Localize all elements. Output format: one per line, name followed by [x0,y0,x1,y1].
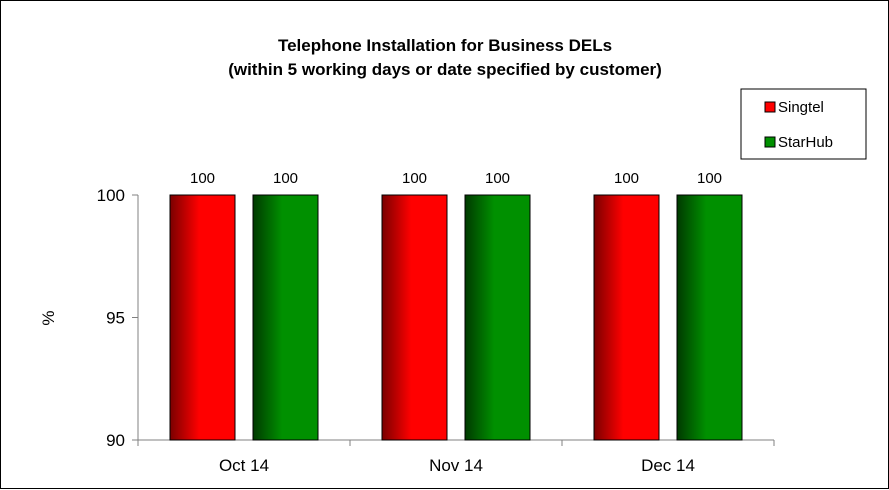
bar-singtel-oct-14 [169,194,236,441]
chart-title-line-1: Telephone Installation for Business DELs [278,36,612,55]
data-label: 100 [485,170,510,187]
data-label: 100 [697,170,722,187]
data-label: 100 [273,170,298,187]
legend-label-starhub: StarHub [778,134,833,151]
x-tick-label: Nov 14 [429,456,483,475]
legend-box [740,88,867,160]
y-tick-label: 95 [106,309,125,328]
y-axis-label: % [39,310,58,325]
x-tick-label: Oct 14 [219,456,269,475]
data-label: 100 [614,170,639,187]
legend-label-singtel: Singtel [778,99,824,116]
bar-starhub-nov-14 [464,194,531,441]
data-labels: 100 100 100 100 100 100 [190,170,722,187]
x-tick-label: Dec 14 [641,456,695,475]
bar-starhub-dec-14 [676,194,743,441]
chart-title-line-2: (within 5 working days or date specified… [228,60,662,79]
legend: Singtel StarHub [740,88,867,160]
legend-swatch-starhub [764,136,776,148]
bar-singtel-dec-14 [593,194,660,441]
y-tick-label: 100 [97,186,125,205]
bar-starhub-oct-14 [252,194,319,441]
y-tick-label: 90 [106,431,125,450]
bars [169,194,743,441]
y-axis: 90 95 100 [97,186,139,450]
x-axis: Oct 14 Nov 14 Dec 14 [137,439,775,475]
bar-singtel-nov-14 [381,194,448,441]
data-label: 100 [190,170,215,187]
legend-swatch-singtel [764,101,776,113]
data-label: 100 [402,170,427,187]
